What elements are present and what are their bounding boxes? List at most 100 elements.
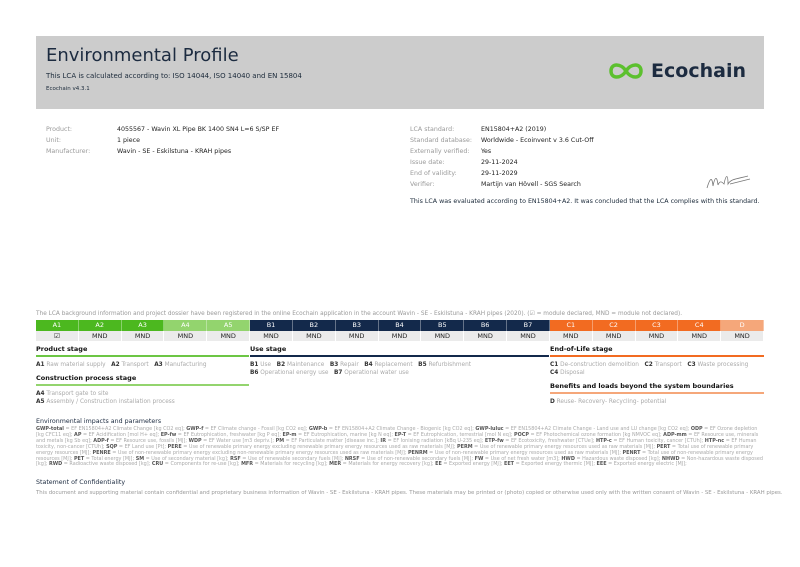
glossary-definition: EF Resource use, fossils [MJ] [116,437,186,444]
infinity-logo-icon [609,63,643,79]
glossary-code: ETP-fw [484,437,504,444]
module-code: C3 [687,362,696,368]
module-code: B3 [329,362,339,368]
glossary-code: PERM [457,443,473,450]
module-status-c3: MND [635,331,679,341]
confidentiality-text: This document and supporting material co… [36,490,783,496]
product-stage-modules: A1 Raw material supply A2 Transport A3 M… [36,361,210,369]
glossary-code: PENRT [622,449,641,456]
glossary-definition: Materials for energy recovery [kg] [348,461,432,468]
glossary-definition: EF Resource use, minerals and metals [kg… [36,431,759,444]
module-description: Disposal [560,370,585,376]
module-status-b6: MND [464,331,508,341]
glossary-code: EP-m [282,431,297,438]
glossary-code: GWP-luluc [475,426,504,432]
info-label: Product: [46,126,73,133]
glossary-code: GWP-b [308,426,328,432]
module-header-b7: B7 [507,320,550,331]
use-stage-title: Use stage [250,345,287,353]
construction-stage-title: Construction process stage [36,374,137,382]
module-description: Raw material supply [46,362,106,368]
module-header-c4: C4 [678,320,722,331]
glossary-code: ODP [690,426,703,432]
product-stage-title: Product stage [36,345,88,353]
module-description: Maintenance [286,362,325,368]
glossary-code: PERE [167,443,182,450]
module-code: C2 [644,362,653,368]
benefits-stage-title: Benefits and loads beyond the system bou… [550,382,734,390]
module-description: Reuse- Recovery- Recycling- potential [556,399,667,405]
glossary-definition: EF Ecotoxicity, freshwater [CTUe] [510,437,593,444]
glossary-definition: Total use of renewable primary energy re… [36,443,754,456]
module-code: B4 [364,362,373,368]
info-label: Verifier: [410,181,435,188]
module-header-a5: A5 [207,320,251,331]
glossary-definition: Components for re-use [kg] [170,461,238,468]
glossary-code: EE [435,461,442,468]
glossary-definition: Non-hazardous waste disposed [kg] [36,455,763,468]
glossary-code: GWP-total [36,426,64,432]
glossary-code: POCP [513,431,529,438]
info-value: Wavin - SE - Eskilstuna - KRAH pipes [117,148,232,155]
use-stage-line [250,355,549,357]
glossary-code: AP [74,431,82,438]
module-code: B2 [276,362,286,368]
module-code: A3 [154,362,163,368]
glossary-definition: Use of renewable primary energy excludin… [188,443,454,450]
info-label: Manufacturer: [46,148,91,155]
glossary-definition: EF Eutrophication, marine [kg N eq] [303,431,392,438]
glossary-code: RSF [230,455,241,462]
glossary-code: NRSF [344,455,360,462]
eol-stage-title: End-of-Life stage [550,345,613,353]
module-header-a3: A3 [121,320,165,331]
version-label: Ecochain v4.3.1 [46,86,90,92]
confidentiality-heading: Statement of Confidentiality [36,479,126,486]
info-value: 4055567 - Wavin XL Pipe BK 1400 SN4 L=6 … [117,126,280,133]
info-label: End of validity: [410,170,457,177]
glossary-definition: EF Human toxicity, cancer [CTUh] [619,437,702,444]
module-description: Assembly / Construction installation pro… [46,399,175,405]
glossary-definition: EF Land use [Pt] [124,443,165,450]
info-label: Externally verified: [410,148,470,155]
glossary-code: PET [73,455,85,462]
glossary-definition: EF Water use [m3 depriv.] [208,437,273,444]
glossary-definition: EF Ionising radiation [kBq U-235 eq] [393,437,482,444]
module-description: Replacement [374,362,413,368]
impacts-heading: Environmental impacts and parameters [36,418,162,425]
product-stage-line [36,355,249,357]
module-description: De-construction demolition [560,362,639,368]
glossary-definition: Materials for recycling [kg] [260,461,326,468]
page-title: Environmental Profile [46,45,239,66]
glossary-code: WDP [188,437,202,444]
compliance-statement: This LCA was evaluated according to EN15… [410,198,760,205]
module-code: A2 [111,362,120,368]
glossary-code: PERT [656,443,671,450]
module-header-c2: C2 [592,320,636,331]
use-stage-modules: B1 Use B2 Maintenance B3 Repair B4 Repla… [250,361,475,377]
info-value: 1 piece [117,137,140,144]
glossary-code: SQP [106,443,118,450]
logo-text: Ecochain [651,60,746,82]
glossary-code: GWP-f [186,426,204,432]
module-code: B7 [333,370,343,376]
header-banner: Environmental Profile This LCA is calcul… [36,36,764,109]
module-header-b2: B2 [292,320,336,331]
module-code: C4 [550,370,559,376]
glossary-code: EP-fw [160,431,177,438]
module-code: D [550,399,555,405]
glossary-definition: EF EN15804+A2 Climate Change [kg CO2 eq] [71,426,184,432]
module-description: Transport [654,362,682,368]
module-status-d: MND [721,331,764,341]
module-status-a3: MND [121,331,165,341]
glossary-definition: Exported energy [MJ] [449,461,501,468]
glossary-definition: Use of net fresh water [m3] [490,455,559,462]
info-label: Unit: [46,137,61,144]
glossary-definition: EF EN15804+A2 Climate Change - Biogenic … [334,426,473,432]
glossary-code: IR [380,437,387,444]
module-description: Refurbishment [428,362,472,368]
glossary-definition: Total energy [MJ] [91,455,133,462]
module-code: C1 [550,362,559,368]
glossary-code: SM [135,455,145,462]
glossary-code: NHWD [661,455,680,462]
glossary-code: HWD [561,455,575,462]
